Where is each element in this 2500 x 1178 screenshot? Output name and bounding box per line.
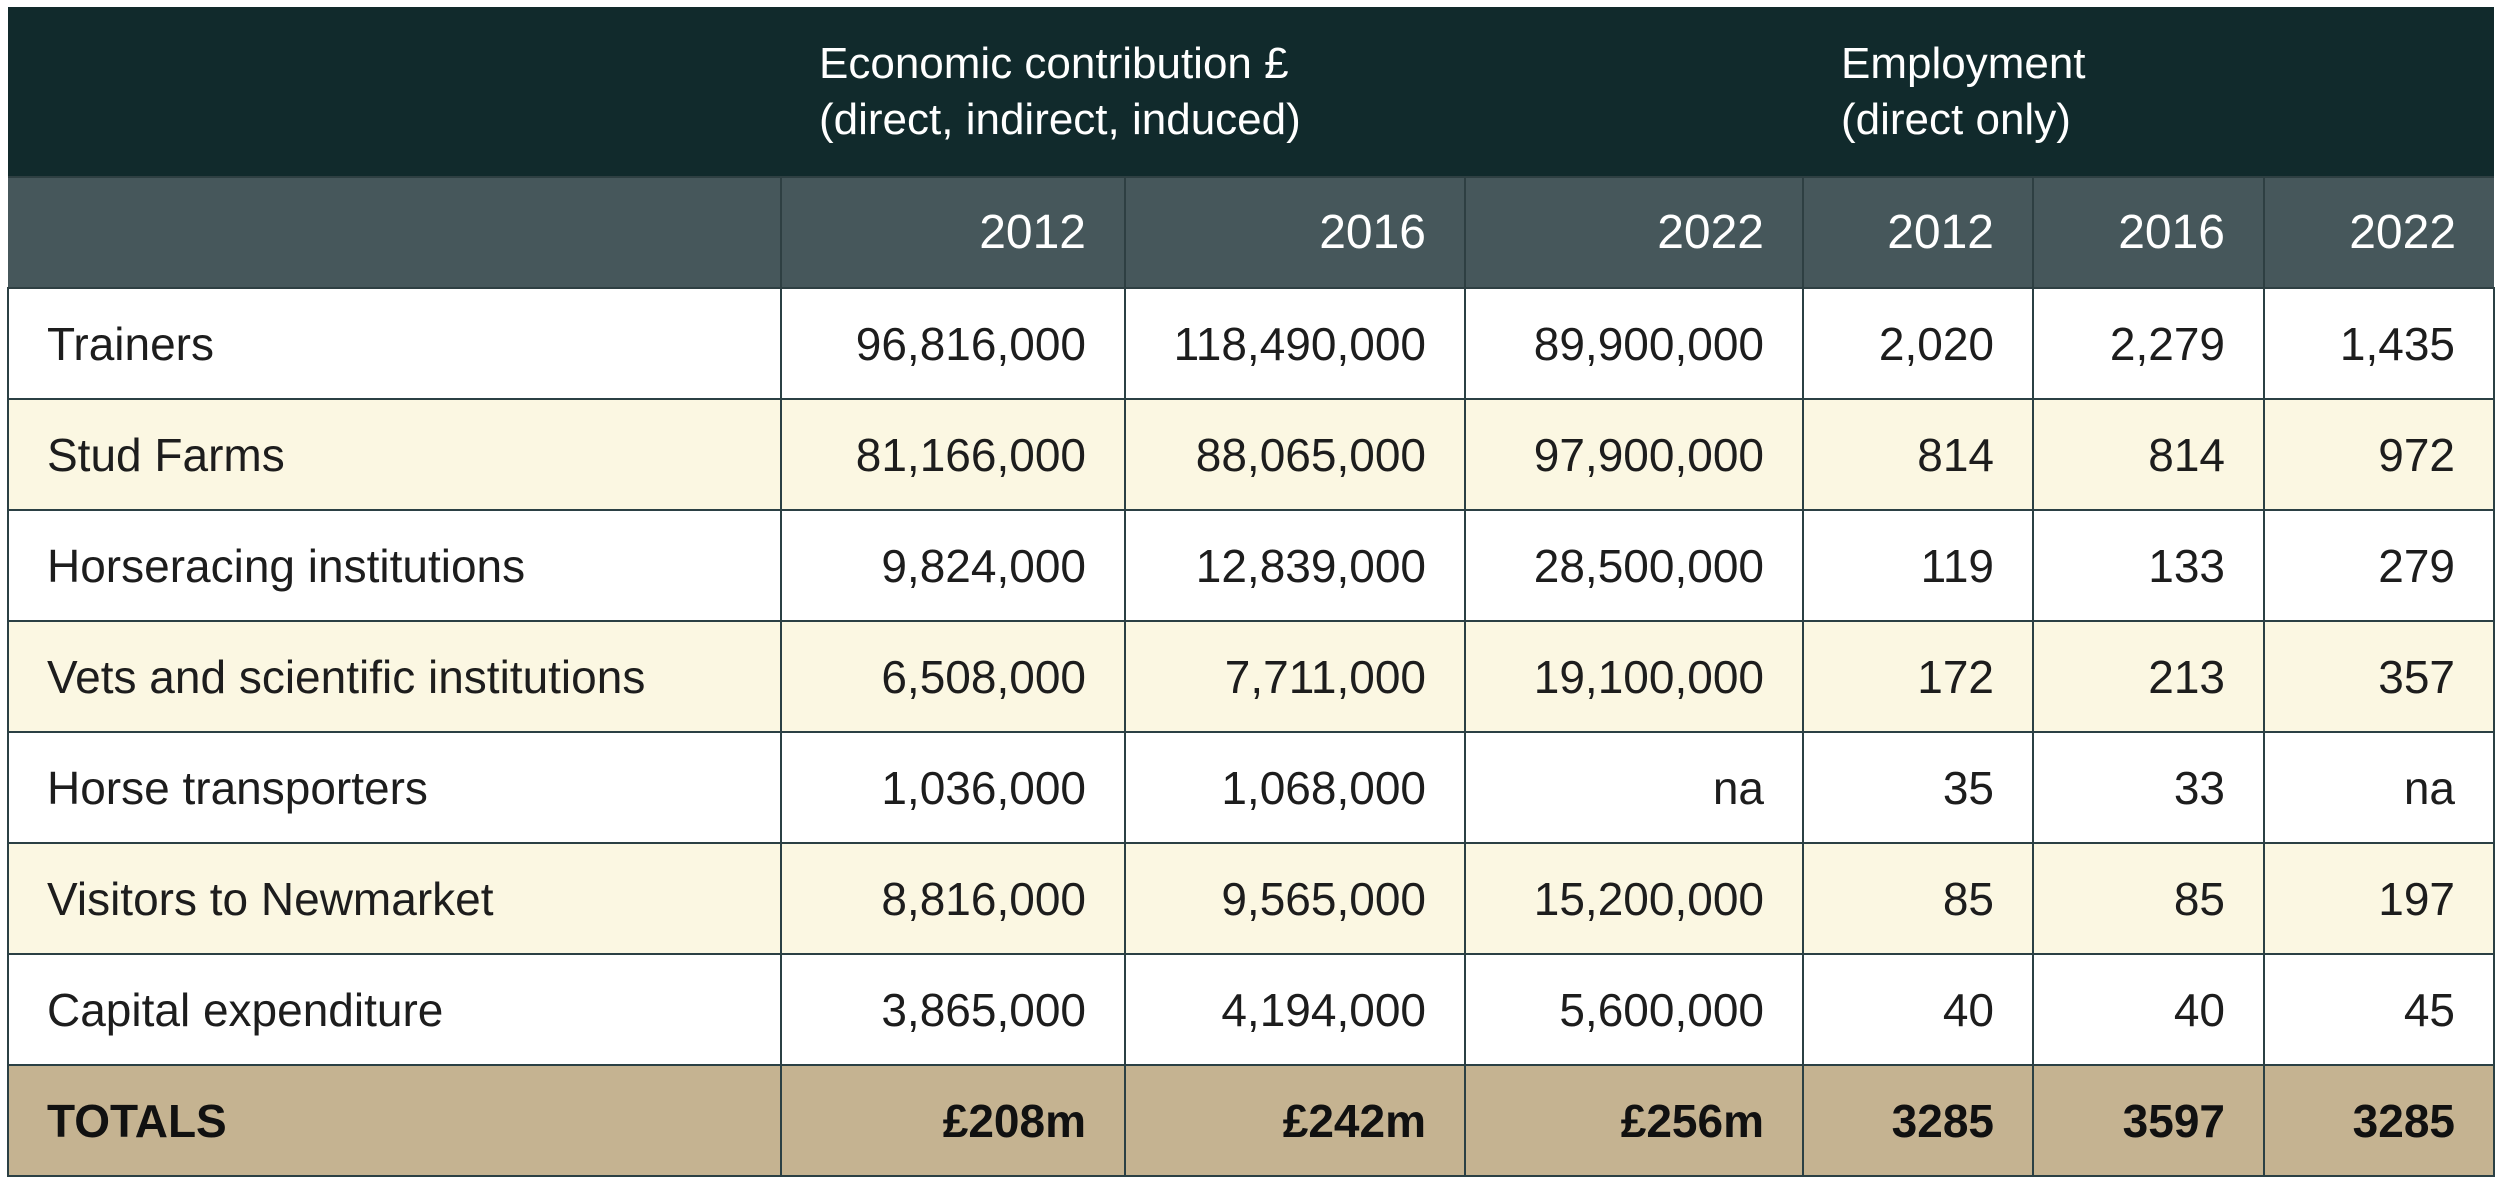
data-table: Economic contribution £ (direct, indirec… [7,7,2496,1177]
year-header-empty-cell [8,176,782,289]
totals-row: TOTALS £208m £242m £256m 3285 3597 3285 [7,1064,2496,1177]
table-cell: 97,900,000 [1464,398,1804,511]
group-header-row: Economic contribution £ (direct, indirec… [8,7,2495,177]
table-cell: 88,065,000 [1124,398,1466,511]
table-cell: 33 [2032,731,2265,844]
table-row: Visitors to Newmarket 8,816,000 9,565,00… [7,842,2496,955]
year-header-employment-2022: 2022 [2262,176,2495,289]
year-header-row: 2012 2016 2022 2012 2016 2022 [8,176,2495,289]
table-cell: 81,166,000 [780,398,1126,511]
year-header-employment-2016: 2016 [2032,176,2265,289]
employment-header-line2: (direct only) [1841,94,2071,144]
table-cell: 96,816,000 [780,287,1126,400]
totals-cell: 3285 [1802,1064,2034,1177]
table-cell: 15,200,000 [1464,842,1804,955]
year-header-economic-2012: 2012 [780,176,1126,289]
row-label: Vets and scientific institutions [7,620,782,733]
table-cell: na [1464,731,1804,844]
employment-header-line1: Employment [1841,38,2086,88]
table-cell: 19,100,000 [1464,620,1804,733]
table-cell: 1,435 [2262,287,2496,400]
table-cell: 85 [2032,842,2265,955]
header-empty-cell [8,7,781,177]
row-label: Trainers [7,287,782,400]
table-cell: 2,279 [2032,287,2265,400]
table-row: Trainers 96,816,000 118,490,000 89,900,0… [7,287,2496,400]
table-cell: 89,900,000 [1464,287,1804,400]
totals-cell: £242m [1124,1064,1466,1177]
table-cell: 118,490,000 [1124,287,1466,400]
table-cell: 1,036,000 [780,731,1126,844]
economic-header-line2: (direct, indirect, induced) [819,94,1301,144]
totals-cell: 3285 [2262,1064,2496,1177]
totals-label: TOTALS [7,1064,782,1177]
year-header-economic-2022: 2022 [1464,176,1804,289]
table-cell: 814 [1802,398,2034,511]
table-cell: 7,711,000 [1124,620,1466,733]
table-cell: 28,500,000 [1464,509,1804,622]
employment-header: Employment (direct only) [1803,7,2495,177]
table-cell: 4,194,000 [1124,953,1466,1066]
table-cell: 40 [1802,953,2034,1066]
table-cell: 172 [1802,620,2034,733]
table-row: Stud Farms 81,166,000 88,065,000 97,900,… [7,398,2496,511]
table-cell: 279 [2262,509,2496,622]
year-header-employment-2012: 2012 [1802,176,2034,289]
row-label: Capital expenditure [7,953,782,1066]
table-cell: 814 [2032,398,2265,511]
table-cell: 5,600,000 [1464,953,1804,1066]
table-row: Horse transporters 1,036,000 1,068,000 n… [7,731,2496,844]
table-cell: 213 [2032,620,2265,733]
table-cell: 3,865,000 [780,953,1126,1066]
table-cell: 133 [2032,509,2265,622]
table-row: Capital expenditure 3,865,000 4,194,000 … [7,953,2496,1066]
totals-cell: 3597 [2032,1064,2265,1177]
totals-cell: £208m [780,1064,1126,1177]
row-label: Visitors to Newmarket [7,842,782,955]
table-cell: na [2262,731,2496,844]
table-cell: 35 [1802,731,2034,844]
table-cell: 40 [2032,953,2265,1066]
table-cell: 1,068,000 [1124,731,1466,844]
table-cell: 119 [1802,509,2034,622]
economic-contribution-header: Economic contribution £ (direct, indirec… [781,7,1803,177]
totals-cell: £256m [1464,1064,1804,1177]
table-cell: 9,565,000 [1124,842,1466,955]
table-cell: 2,020 [1802,287,2034,400]
row-label: Horseracing institutions [7,509,782,622]
table-row: Vets and scientific institutions 6,508,0… [7,620,2496,733]
table-cell: 9,824,000 [780,509,1126,622]
row-label: Stud Farms [7,398,782,511]
table-cell: 357 [2262,620,2496,733]
table-cell: 972 [2262,398,2496,511]
table-cell: 197 [2262,842,2496,955]
year-header-economic-2016: 2016 [1124,176,1466,289]
table-cell: 45 [2262,953,2496,1066]
row-label: Horse transporters [7,731,782,844]
table-cell: 85 [1802,842,2034,955]
economic-header-line1: Economic contribution £ [819,38,1289,88]
table-cell: 6,508,000 [780,620,1126,733]
table-row: Horseracing institutions 9,824,000 12,83… [7,509,2496,622]
table-cell: 12,839,000 [1124,509,1466,622]
table-cell: 8,816,000 [780,842,1126,955]
